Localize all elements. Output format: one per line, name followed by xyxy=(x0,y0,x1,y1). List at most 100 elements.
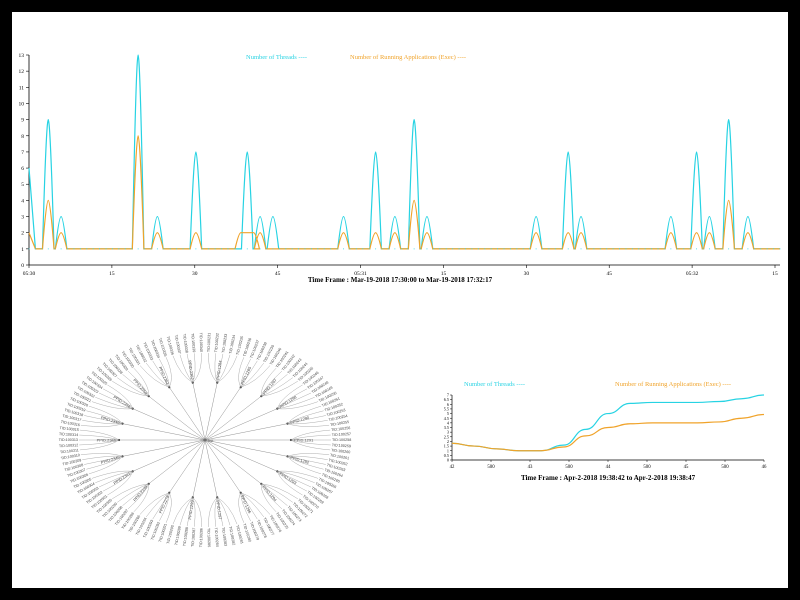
x-tick-label: 500 xyxy=(487,465,495,470)
tree-leaf-branch xyxy=(102,471,133,492)
tree-leaf-branch xyxy=(98,392,133,409)
baseline-point xyxy=(156,248,158,250)
tree-leaf-branch xyxy=(139,365,170,388)
baseline-point xyxy=(689,248,691,250)
tree-leaf-branch xyxy=(287,423,330,427)
baseline-point xyxy=(747,248,749,250)
baseline-point xyxy=(651,248,653,250)
tree-leaf-label: TID:100257 xyxy=(332,432,351,437)
tree-leaf-branch xyxy=(107,384,133,409)
y-tick-label: 6.5 xyxy=(444,397,449,402)
tree-leaf-branch xyxy=(159,358,170,388)
x-tick-label: 15 xyxy=(109,271,115,277)
baseline-point xyxy=(625,248,627,250)
tree-leaf-label: TID:100292 xyxy=(150,521,161,540)
tree-leaf-label: TID:100291 xyxy=(158,523,168,543)
y-tick-label: 2 xyxy=(447,439,449,444)
tree-leaf-label: TID:100262 xyxy=(328,458,348,466)
baseline-point xyxy=(304,248,306,250)
tree-leaf-branch xyxy=(290,439,331,446)
baseline-point xyxy=(60,248,62,250)
tree-leaf-branch xyxy=(261,483,298,499)
x-tick-label: 05:30 xyxy=(23,271,36,277)
tree-leaf-branch xyxy=(277,471,303,496)
baseline-point xyxy=(111,248,113,250)
baseline-point xyxy=(407,248,409,250)
tree-leaf-branch xyxy=(287,456,324,470)
tree-leaf-branch xyxy=(79,434,120,441)
baseline-point xyxy=(413,248,415,250)
tree-leaf-branch xyxy=(217,354,231,383)
tree-leaf-label: TID:100286 xyxy=(199,528,204,547)
tree-leaf-label: TID:100255 xyxy=(330,420,350,427)
x-axis-title: Time Frame : Mar-19-2018 17:30:00 to Mar… xyxy=(308,276,493,284)
baseline-point xyxy=(452,248,454,250)
tree-leaf-branch xyxy=(98,471,133,488)
baseline-point xyxy=(92,248,94,250)
tree-leaf-branch xyxy=(287,415,326,424)
tree-leaf-label: TID:100335 xyxy=(158,337,168,357)
baseline-point xyxy=(349,248,351,250)
tree-leaf-branch xyxy=(192,353,202,383)
tree-leaf-label: TID:100306 xyxy=(70,473,89,484)
y-tick-label: 13 xyxy=(19,53,25,59)
tree-leaf-label: TID:100312 xyxy=(59,443,78,448)
baseline-point xyxy=(201,248,203,250)
baseline-point xyxy=(420,248,422,250)
y-tick-label: 3 xyxy=(21,215,24,221)
baseline-point xyxy=(490,248,492,250)
baseline-point xyxy=(246,248,248,250)
tree-leaf-branch xyxy=(261,377,293,397)
baseline-point xyxy=(330,248,332,250)
baseline-point xyxy=(253,248,255,250)
tree-leaf-branch xyxy=(102,388,133,409)
baseline-point xyxy=(426,248,428,250)
tree-leaf-label: TID:100236 xyxy=(243,337,253,357)
baseline-point xyxy=(381,248,383,250)
baseline-point xyxy=(394,248,396,250)
tree-branch xyxy=(132,408,206,441)
baseline-point xyxy=(734,248,736,250)
tree-branch xyxy=(192,382,206,441)
y-tick-label: 1 xyxy=(21,247,24,253)
tree-branch xyxy=(122,423,206,441)
y-tick-label: 3.5 xyxy=(444,425,449,430)
tree-leaf-label: TID:100258 xyxy=(332,438,351,442)
y-tick-label: 6 xyxy=(447,402,449,407)
baseline-point xyxy=(432,248,434,250)
baseline-point xyxy=(586,248,588,250)
baseline-point xyxy=(298,248,300,250)
tree-leaf-label: TID:100340 xyxy=(199,333,204,352)
tree-leaf-branch xyxy=(91,470,133,479)
y-tick-label: 7 xyxy=(447,393,449,398)
apps-series-line xyxy=(451,413,765,452)
tree-branch xyxy=(169,439,206,493)
tree-leaf-label: TID:100260 xyxy=(331,448,351,454)
tree-leaf-label: TID:100263 xyxy=(326,463,346,472)
tree-leaf-label: TID:100309 xyxy=(62,458,82,466)
tree-leaf-branch xyxy=(277,401,319,410)
tree-leaf-label: TID:100232 xyxy=(214,333,220,353)
tree-leaf-label: TID:100254 xyxy=(328,414,348,422)
tree-leaf-label: TID:100314 xyxy=(59,432,78,437)
tree-leaf-branch xyxy=(277,388,308,409)
y-tick-label: 2.5 xyxy=(444,434,449,439)
tree-leaf-label: TID:100233 xyxy=(221,334,228,354)
baseline-point xyxy=(535,248,537,250)
baseline-point xyxy=(278,248,280,250)
tree-leaf-branch xyxy=(88,405,123,424)
baseline-point xyxy=(285,248,287,250)
baseline-point xyxy=(548,248,550,250)
y-tick-label: 4 xyxy=(21,198,24,204)
tree-leaf-label: TID:100334 xyxy=(150,339,161,358)
tree-branch xyxy=(204,439,278,472)
tree-leaf-branch xyxy=(277,397,315,409)
tree-leaf-label: TID:100281 xyxy=(235,525,244,545)
tree-branch xyxy=(204,439,262,484)
baseline-point xyxy=(619,248,621,250)
baseline-point xyxy=(118,248,120,250)
baseline-point xyxy=(439,248,441,250)
tree-leaf-branch xyxy=(91,401,133,410)
baseline-point xyxy=(79,248,81,250)
